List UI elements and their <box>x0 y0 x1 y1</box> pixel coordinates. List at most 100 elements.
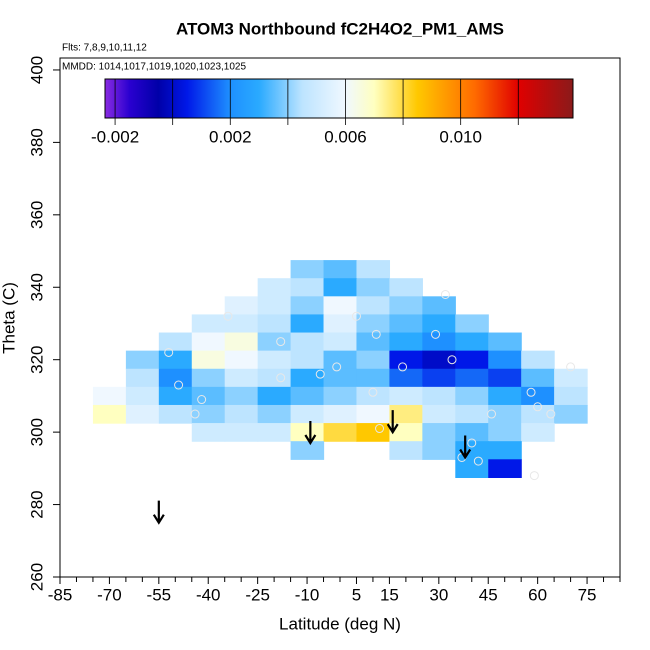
x-tick-label: -10 <box>295 585 320 604</box>
y-tick-label: 300 <box>27 418 46 446</box>
heat-cell <box>356 314 391 334</box>
heat-cell <box>488 441 522 460</box>
sample-point <box>371 329 381 339</box>
heat-cell <box>389 404 423 424</box>
heat-cell <box>356 260 391 279</box>
heat-cell <box>224 296 259 316</box>
sample-point <box>526 387 536 397</box>
chart-title: ATOM3 Northbound fC2H4O2_PM1_AMS <box>176 19 504 38</box>
heat-cell <box>323 332 358 352</box>
heat-cell <box>422 296 456 316</box>
y-tick-label: 320 <box>27 346 46 374</box>
y-tick-label: 280 <box>27 490 46 518</box>
heat-cell <box>158 368 193 388</box>
heat-cell <box>422 368 456 388</box>
y-tick-label: 400 <box>27 56 46 84</box>
heat-cell <box>125 386 160 406</box>
sample-point <box>190 409 200 419</box>
heat-cell <box>554 404 588 424</box>
x-tick-label: 5 <box>352 585 361 604</box>
heat-cell <box>323 423 358 442</box>
heat-cell <box>290 296 325 316</box>
heat-cell <box>488 423 522 442</box>
x-axis-label: Latitude (deg N) <box>279 614 401 633</box>
sample-point <box>447 355 457 365</box>
heat-cell <box>356 423 391 442</box>
heat-cell <box>389 368 423 388</box>
heat-cell <box>521 350 555 370</box>
heat-cell <box>290 423 325 442</box>
y-tick-label: 260 <box>27 563 46 591</box>
heat-cell <box>422 314 456 334</box>
heat-cell <box>356 296 391 316</box>
heat-cell <box>356 278 391 297</box>
sample-point <box>351 311 361 321</box>
sample-point <box>276 337 286 347</box>
heat-cell <box>257 404 292 424</box>
heat-cell <box>389 314 423 334</box>
colorbar-tick-label: 0.006 <box>324 127 367 146</box>
heat-cell <box>323 386 358 406</box>
arrow <box>459 435 472 460</box>
heat-cell <box>290 260 325 279</box>
x-tick-label: -70 <box>97 585 122 604</box>
heat-cell <box>389 441 423 460</box>
heat-cell <box>389 423 423 442</box>
heat-cell <box>323 368 358 388</box>
sample-point <box>467 438 477 448</box>
heat-cell <box>323 260 358 279</box>
heat-cell <box>356 350 391 370</box>
heat-cell <box>257 350 292 370</box>
heat-cell <box>257 368 292 388</box>
heat-cell <box>356 404 391 424</box>
heat-cell <box>191 423 226 442</box>
y-tick-label: 340 <box>27 273 46 301</box>
heat-cell <box>323 350 358 370</box>
sample-point <box>431 329 441 339</box>
heat-cell <box>290 441 325 460</box>
heat-cell <box>257 314 292 334</box>
sample-point <box>440 290 450 300</box>
heat-cell <box>488 459 522 479</box>
sample-point <box>566 362 576 372</box>
heat-cell <box>455 423 489 442</box>
heat-cell <box>521 423 555 442</box>
flights-note: Flts: 7,8,9,10,11,12 <box>62 43 147 54</box>
sample-point <box>473 456 483 466</box>
heat-cell <box>323 278 358 297</box>
heat-cell <box>554 386 588 406</box>
heat-cell <box>554 368 588 388</box>
heat-cell <box>257 296 292 316</box>
arrow <box>152 500 165 525</box>
heat-cell <box>356 368 391 388</box>
heat-cell <box>125 350 160 370</box>
heat-cell <box>455 350 489 370</box>
heat-cell <box>488 404 522 424</box>
heat-cell <box>290 278 325 297</box>
heat-cell <box>191 404 226 424</box>
sample-point <box>332 362 342 372</box>
heat-cell <box>389 386 423 406</box>
heat-cell <box>158 350 193 370</box>
heat-cell <box>290 332 325 352</box>
sample-point <box>174 380 184 390</box>
heat-cell <box>356 332 391 352</box>
heat-cell <box>488 350 522 370</box>
heat-cell <box>125 404 160 424</box>
heat-cell <box>290 314 325 334</box>
sample-point <box>375 424 385 434</box>
sample-point <box>487 409 497 419</box>
colorbar-tick-label: 0.002 <box>209 127 252 146</box>
heat-cell <box>455 404 489 424</box>
sample-point <box>197 395 207 405</box>
sample-point <box>223 311 233 321</box>
sample-point <box>533 402 543 412</box>
heat-cell <box>257 332 292 352</box>
heat-cell <box>92 404 127 424</box>
heat-cell <box>224 332 259 352</box>
colorbar-tick-label: -0.002 <box>91 127 139 146</box>
heat-cell <box>389 350 423 370</box>
x-tick-label: 15 <box>380 585 399 604</box>
heat-cell <box>422 332 456 352</box>
